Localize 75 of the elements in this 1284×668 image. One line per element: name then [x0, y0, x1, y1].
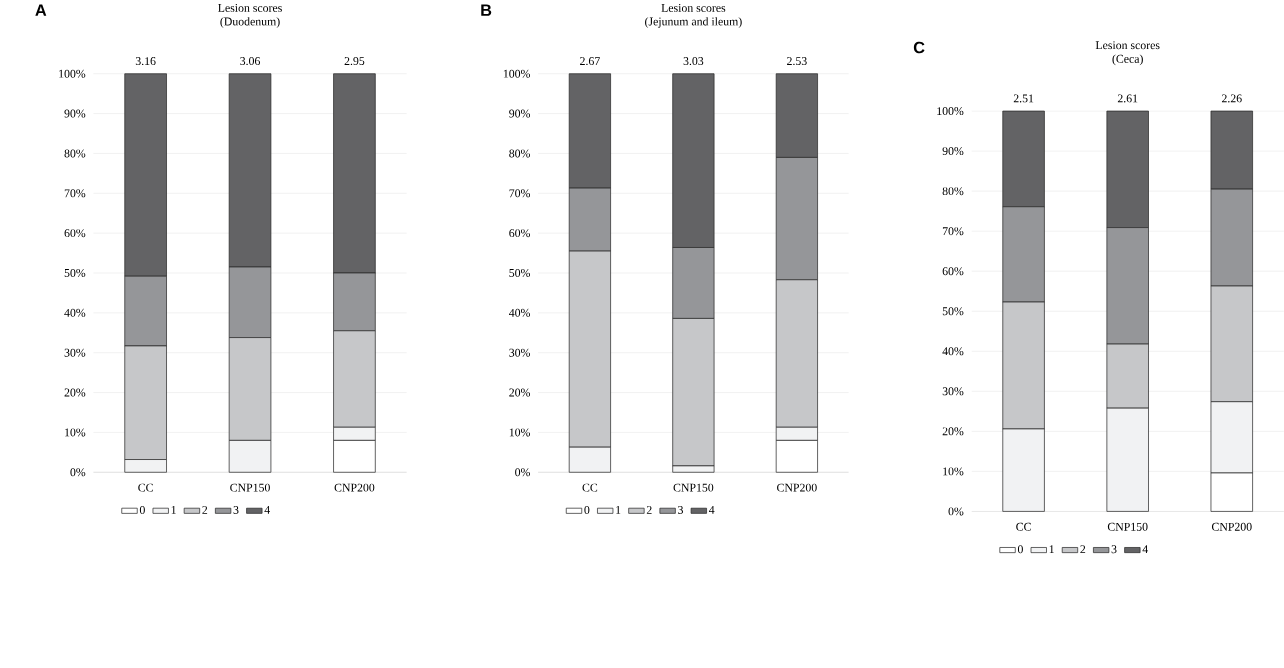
y-tick-label: 30% — [64, 348, 86, 357]
y-tick-label: 50% — [509, 269, 530, 278]
annotation: 3.03 — [683, 57, 704, 66]
y-tick-label: 40% — [64, 309, 86, 318]
annotation: 2.61 — [1117, 94, 1138, 103]
x-tick-label: CC — [138, 483, 153, 492]
chart-subtitle: (Ceca) — [1112, 54, 1143, 66]
y-tick-label: 20% — [942, 427, 964, 436]
legend-label: 1 — [171, 506, 176, 515]
legend-label: 3 — [233, 506, 239, 515]
legend-label: 2 — [646, 506, 652, 515]
legend-label: 1 — [616, 506, 621, 515]
legend-label: 3 — [1111, 545, 1117, 554]
x-tick-label: CC — [582, 483, 598, 492]
y-tick-label: 20% — [509, 388, 530, 397]
legend-label: 0 — [139, 506, 145, 515]
y-tick-label: 30% — [509, 348, 530, 357]
y-tick-label: 10% — [65, 428, 86, 437]
y-tick-label: 90% — [509, 109, 530, 118]
annotation: 2.95 — [344, 57, 365, 66]
legend-label: 2 — [202, 506, 208, 515]
legend-label: 0 — [584, 506, 590, 515]
annotation: 3.06 — [240, 57, 261, 66]
y-tick-label: 40% — [509, 309, 530, 318]
y-tick-label: 100% — [937, 107, 964, 116]
x-tick-label: CNP200 — [777, 483, 817, 492]
annotation: 2.26 — [1221, 94, 1242, 103]
text: C — [913, 41, 925, 54]
legend-label: 4 — [264, 506, 270, 514]
chart-subtitle: (Duodenum) — [220, 17, 280, 29]
y-tick-label: 90% — [942, 147, 964, 156]
x-tick-label: CNP200 — [1211, 523, 1252, 531]
y-tick-label: 60% — [64, 229, 86, 238]
text: B — [481, 4, 492, 17]
y-tick-label: 90% — [64, 109, 86, 118]
y-tick-label: 80% — [942, 187, 964, 196]
y-tick-label: 80% — [509, 149, 530, 158]
y-tick-label: 0% — [70, 468, 86, 477]
y-tick-label: 20% — [64, 388, 86, 397]
y-tick-label: 30% — [942, 387, 964, 396]
y-tick-label: 80% — [64, 149, 86, 158]
y-tick-label: 0% — [948, 507, 964, 516]
y-tick-label: 70% — [942, 227, 964, 236]
y-tick-label: 60% — [509, 229, 530, 238]
y-tick-label: 10% — [943, 467, 964, 476]
annotation: 2.53 — [787, 57, 807, 66]
y-tick-label: 70% — [64, 189, 86, 198]
y-tick-label: 40% — [942, 347, 964, 356]
x-tick-label: CNP200 — [334, 483, 375, 492]
y-tick-label: 50% — [64, 269, 86, 278]
y-tick-label: 100% — [59, 69, 86, 78]
x-tick-label: CNP150 — [1107, 523, 1148, 531]
annotation: 3.16 — [135, 57, 156, 66]
legend-label: 2 — [1080, 545, 1086, 554]
legend-label: 3 — [678, 506, 683, 515]
y-tick-label: 10% — [509, 428, 530, 437]
legend-label: 0 — [1017, 545, 1023, 554]
y-tick-label: 60% — [942, 267, 964, 276]
x-tick-label: CNP150 — [230, 483, 270, 492]
chart-title: Lesion scores — [1095, 41, 1160, 50]
legend-label: 4 — [708, 506, 715, 514]
y-tick-label: 50% — [942, 307, 964, 316]
annotation: 2.67 — [580, 57, 600, 66]
legend-label: 1 — [1049, 545, 1054, 554]
text: A — [35, 4, 47, 17]
legend-label: 4 — [1142, 545, 1149, 554]
y-tick-label: 0% — [515, 468, 530, 477]
x-tick-label: CC — [1016, 523, 1031, 531]
x-tick-label: CNP150 — [673, 483, 714, 492]
chart-title: Lesion scores — [661, 4, 726, 13]
y-tick-label: 100% — [503, 69, 530, 78]
y-tick-label: 70% — [509, 189, 530, 198]
chart-title: Lesion scores — [218, 4, 282, 13]
chart-subtitle: (Jejunum and ileum) — [645, 17, 742, 29]
annotation: 2.51 — [1013, 94, 1034, 103]
